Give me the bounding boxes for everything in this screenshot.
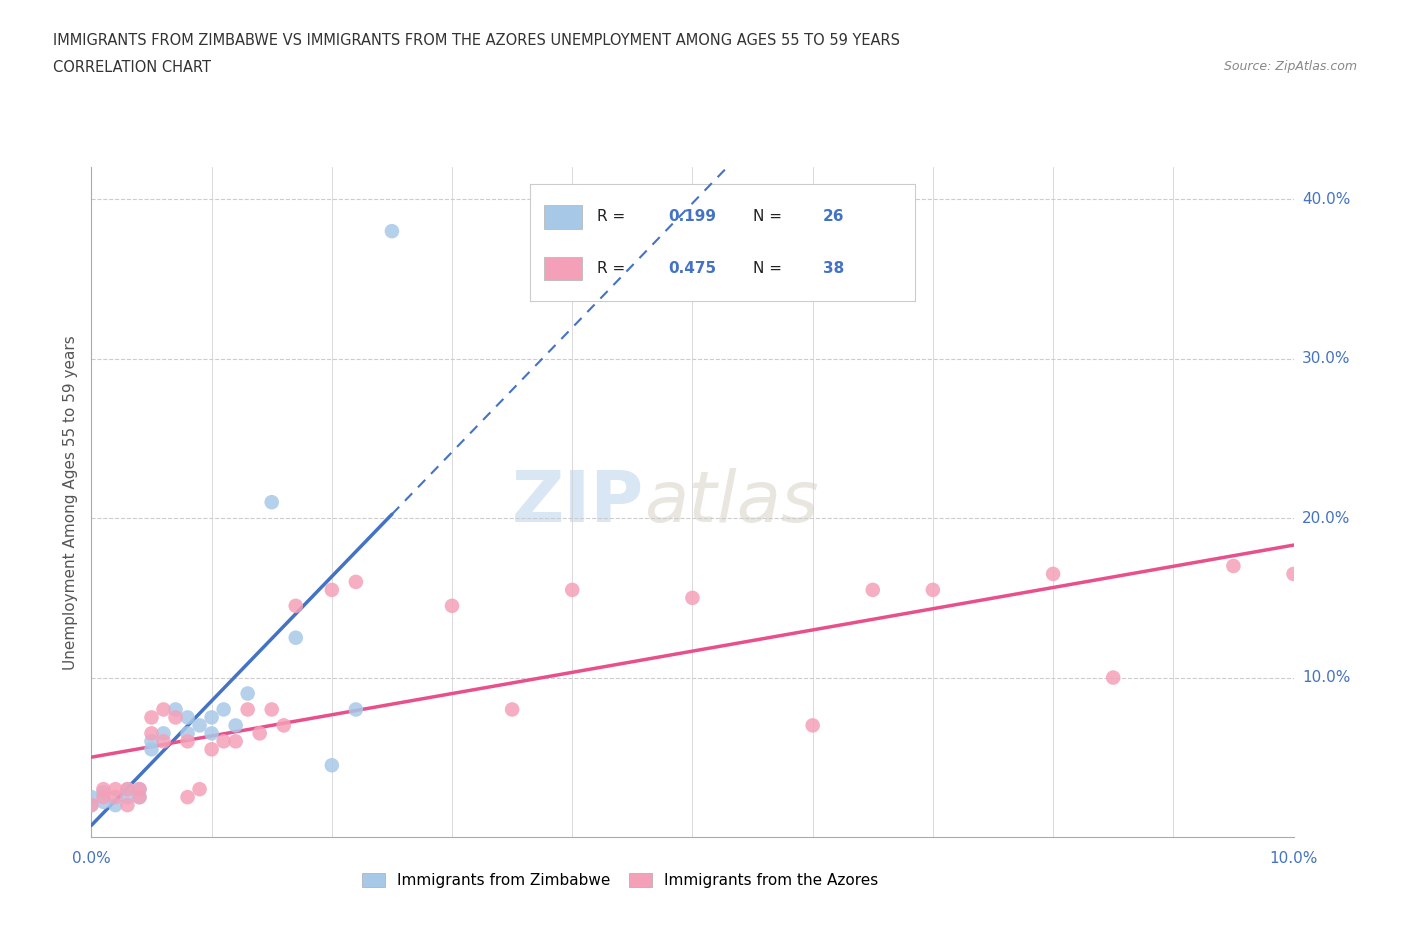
Point <box>212 734 235 749</box>
Text: 30.0%: 30.0% <box>1302 352 1350 366</box>
Point <box>273 718 295 733</box>
Point <box>561 582 583 597</box>
Point <box>176 734 198 749</box>
Point <box>141 734 163 749</box>
Point <box>201 710 224 724</box>
Point <box>80 790 103 804</box>
Point <box>201 742 224 757</box>
Point <box>93 790 115 804</box>
Point <box>80 798 103 813</box>
Point <box>152 734 174 749</box>
Point <box>117 790 139 804</box>
Text: 40.0%: 40.0% <box>1302 192 1350 206</box>
Point <box>681 591 703 605</box>
Point <box>152 726 174 741</box>
Point <box>225 718 247 733</box>
Text: 20.0%: 20.0% <box>1302 511 1350 525</box>
Point <box>128 790 150 804</box>
Point <box>225 734 247 749</box>
Point <box>80 798 103 813</box>
Text: IMMIGRANTS FROM ZIMBABWE VS IMMIGRANTS FROM THE AZORES UNEMPLOYMENT AMONG AGES 5: IMMIGRANTS FROM ZIMBABWE VS IMMIGRANTS F… <box>53 33 900 47</box>
Point <box>201 726 224 741</box>
Point <box>176 790 198 804</box>
Point <box>176 726 198 741</box>
Text: 0.0%: 0.0% <box>72 851 111 866</box>
Point <box>801 718 824 733</box>
Point <box>344 702 367 717</box>
Point <box>1222 559 1244 574</box>
Point <box>249 726 271 741</box>
Point <box>128 782 150 797</box>
Point <box>188 782 211 797</box>
Point <box>165 702 187 717</box>
Point <box>128 782 150 797</box>
Point <box>1102 671 1125 685</box>
Text: Source: ZipAtlas.com: Source: ZipAtlas.com <box>1223 60 1357 73</box>
Point <box>117 782 139 797</box>
Point <box>93 782 115 797</box>
Point <box>440 598 463 613</box>
Point <box>104 798 127 813</box>
Legend: Immigrants from Zimbabwe, Immigrants from the Azores: Immigrants from Zimbabwe, Immigrants fro… <box>357 869 883 893</box>
Point <box>141 710 163 724</box>
Point <box>117 798 139 813</box>
Point <box>236 686 259 701</box>
Point <box>212 702 235 717</box>
Point <box>104 782 127 797</box>
Text: atlas: atlas <box>644 468 818 537</box>
Text: CORRELATION CHART: CORRELATION CHART <box>53 60 211 75</box>
Point <box>284 631 307 645</box>
Point <box>344 575 367 590</box>
Point <box>1042 566 1064 581</box>
Point <box>188 718 211 733</box>
Y-axis label: Unemployment Among Ages 55 to 59 years: Unemployment Among Ages 55 to 59 years <box>63 335 79 670</box>
Text: ZIP: ZIP <box>512 468 644 537</box>
Point <box>93 794 115 809</box>
Point <box>104 790 127 804</box>
Point <box>922 582 945 597</box>
Point <box>1282 566 1305 581</box>
Point <box>862 582 884 597</box>
Point <box>93 785 115 800</box>
Point <box>128 790 150 804</box>
Text: 10.0%: 10.0% <box>1270 851 1317 866</box>
Point <box>236 702 259 717</box>
Point <box>321 582 343 597</box>
Point <box>321 758 343 773</box>
Point <box>284 598 307 613</box>
Point <box>381 224 404 239</box>
Point <box>117 782 139 797</box>
Point <box>260 702 283 717</box>
Point <box>141 742 163 757</box>
Point <box>165 710 187 724</box>
Text: 10.0%: 10.0% <box>1302 671 1350 685</box>
Point <box>176 710 198 724</box>
Point <box>141 726 163 741</box>
Point <box>260 495 283 510</box>
Point <box>152 702 174 717</box>
Point <box>501 702 523 717</box>
